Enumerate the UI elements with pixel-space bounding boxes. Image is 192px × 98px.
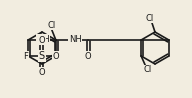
Text: O: O [39, 68, 45, 77]
Text: NH: NH [37, 35, 50, 44]
Text: Cl: Cl [48, 20, 56, 29]
Text: O: O [85, 52, 91, 60]
Text: O: O [53, 52, 60, 60]
Text: NH: NH [69, 35, 82, 44]
Text: F: F [23, 52, 28, 60]
Text: Cl: Cl [146, 14, 154, 23]
Text: S: S [39, 51, 45, 61]
Text: O: O [39, 35, 45, 44]
Text: Cl: Cl [143, 65, 151, 74]
